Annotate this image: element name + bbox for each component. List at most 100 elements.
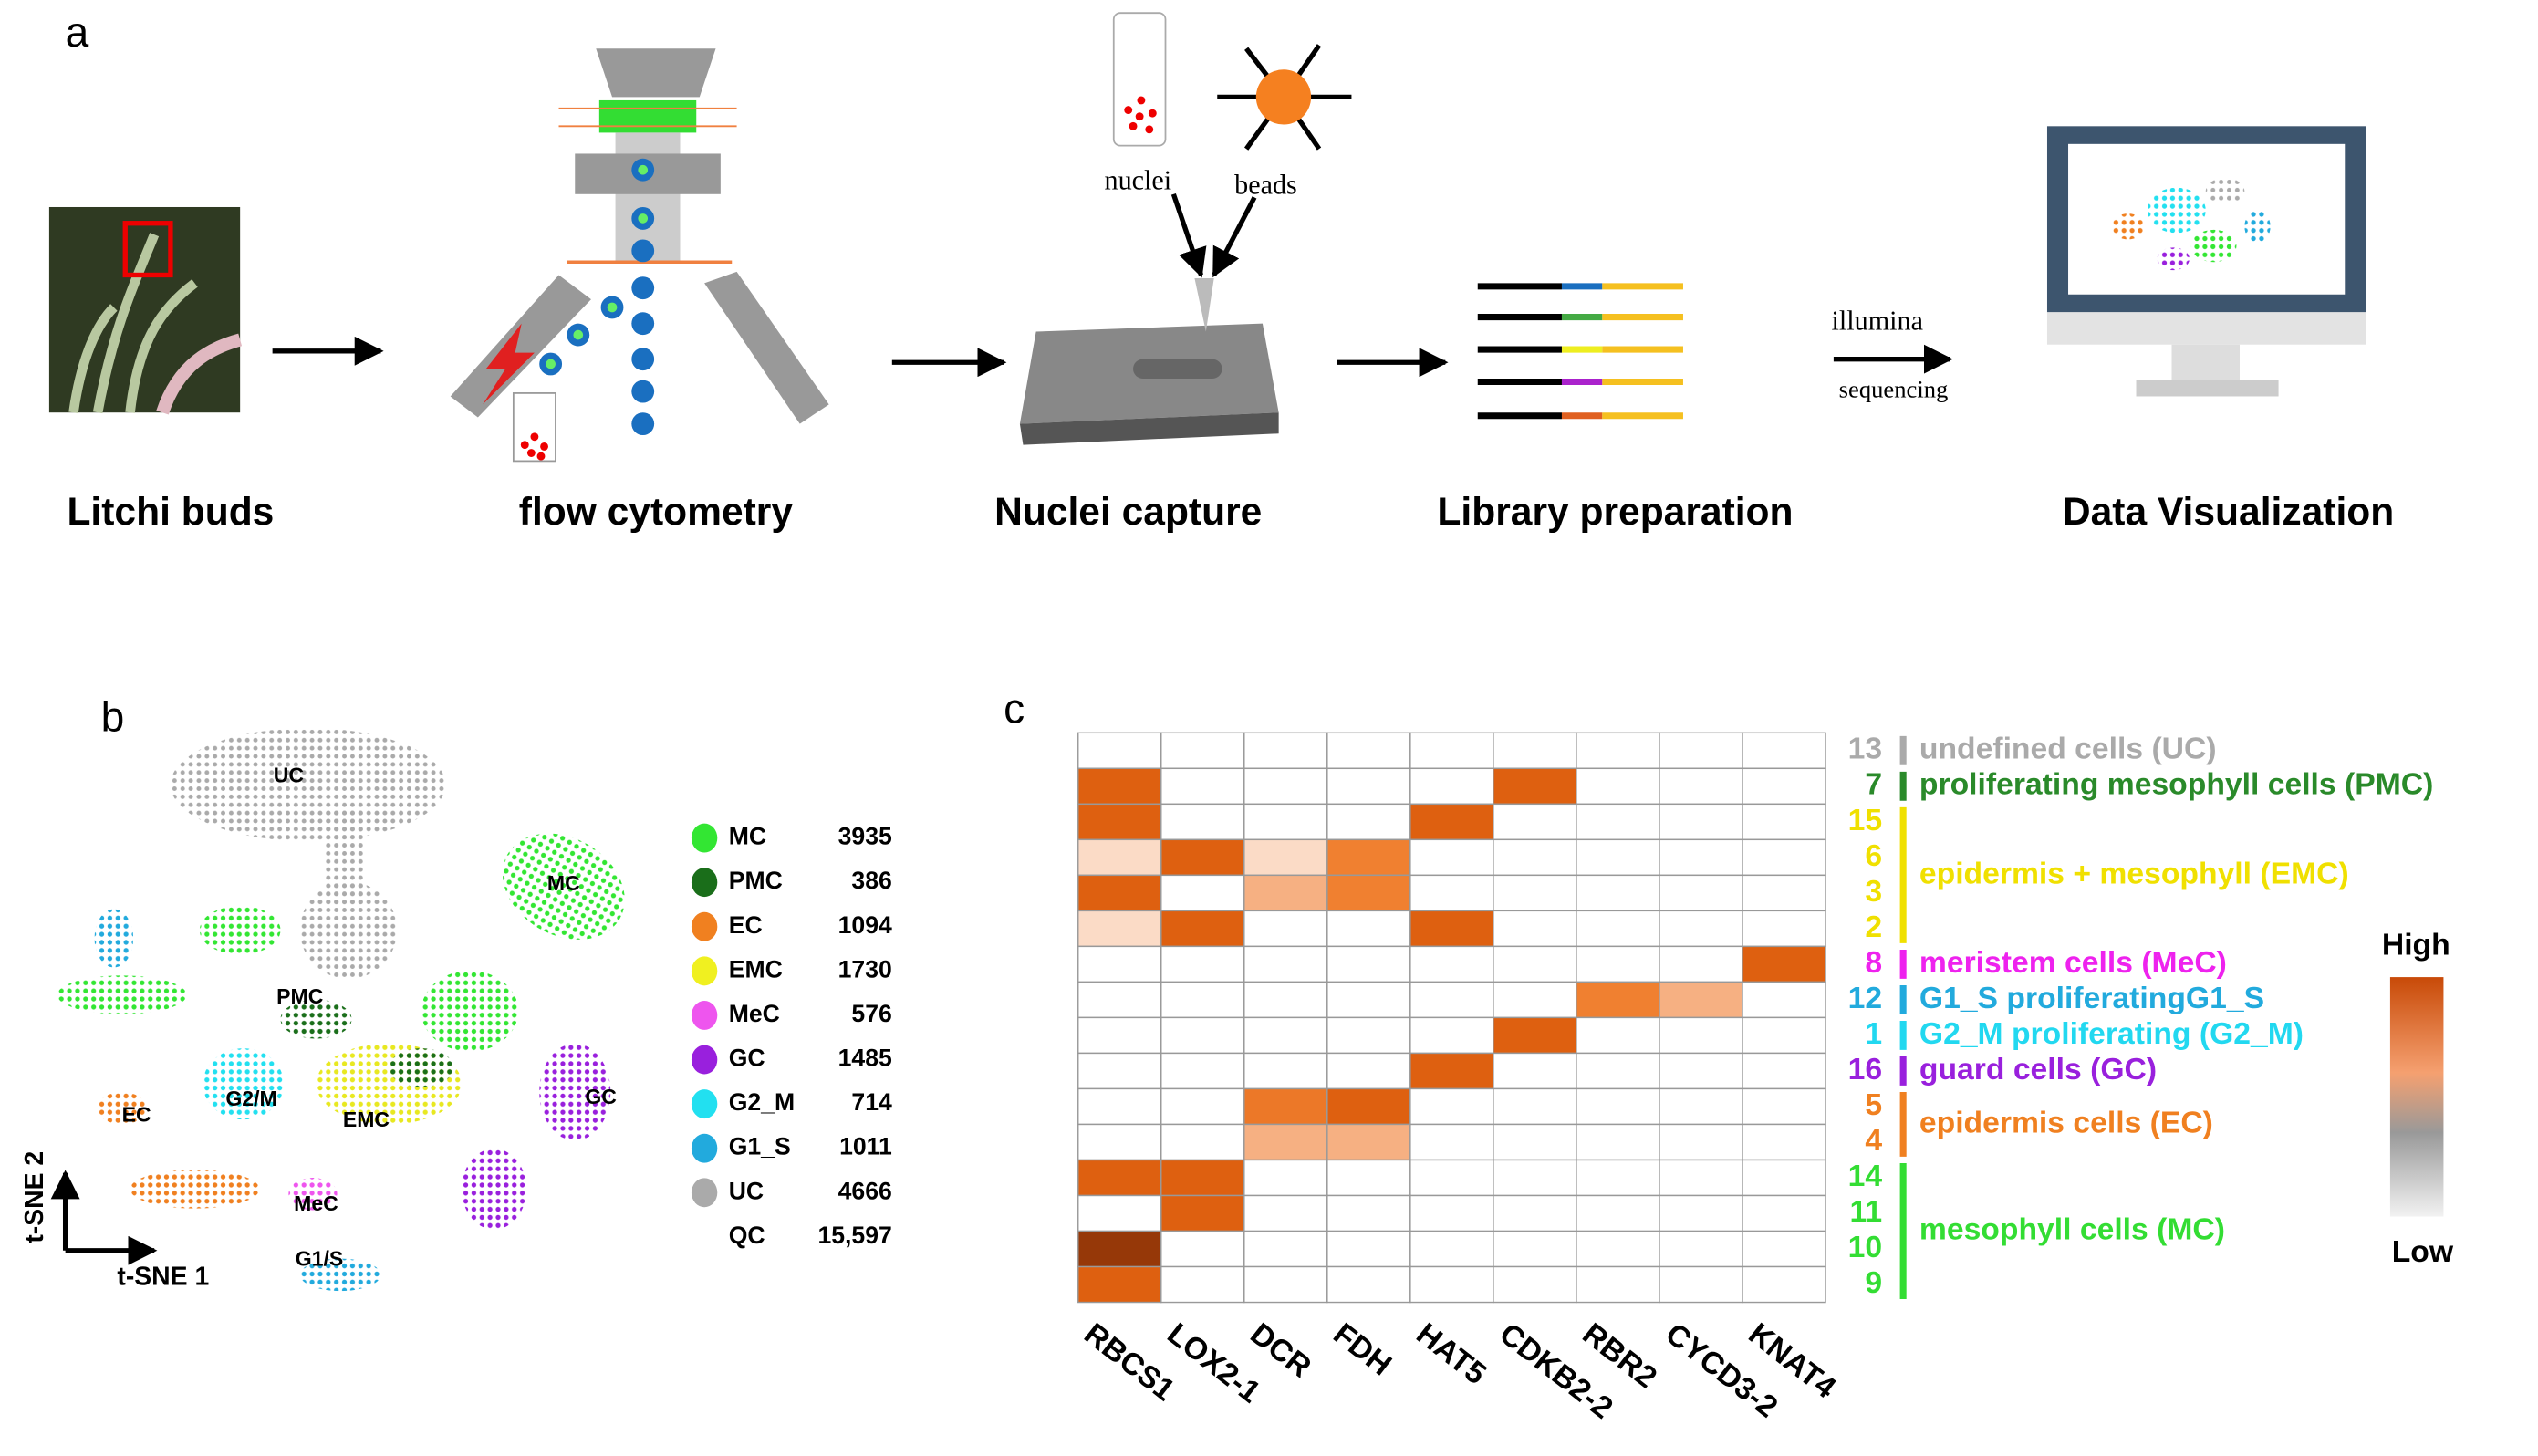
heat-cell xyxy=(1659,1087,1743,1126)
panel-label: a xyxy=(66,8,89,56)
heat-cell xyxy=(1493,945,1577,983)
heat-cell xyxy=(1160,874,1245,912)
heat-cell xyxy=(1243,1159,1328,1197)
legend-name: G2_M xyxy=(729,1088,795,1116)
heat-cell xyxy=(1077,1265,1162,1304)
heat-cell xyxy=(1077,1123,1162,1161)
heat-cell xyxy=(1409,945,1494,983)
cluster-id: 16 xyxy=(1848,1053,1882,1087)
heat-cell xyxy=(1576,1265,1660,1304)
legend-count: 386 xyxy=(851,867,891,894)
heat-cell xyxy=(1243,838,1328,877)
heat-cell xyxy=(1409,1087,1494,1126)
heat-cell xyxy=(1077,1230,1162,1268)
heat-cell xyxy=(1742,732,1826,770)
heat-cell xyxy=(1659,767,1743,806)
legend-swatch xyxy=(691,1000,718,1030)
legend-count: 714 xyxy=(851,1088,892,1116)
heat-cell xyxy=(1077,767,1162,806)
legend-name: MeC xyxy=(729,1000,780,1027)
gene-label: LOX2-1 xyxy=(1160,1317,1266,1410)
heat-cell xyxy=(1742,767,1826,806)
heat-cell xyxy=(1576,1052,1660,1090)
cluster-id: 10 xyxy=(1848,1231,1882,1264)
cluster-label: EC xyxy=(122,1103,151,1127)
heat-cell xyxy=(1742,1016,1826,1055)
legend-count: 1011 xyxy=(839,1133,892,1160)
scale-low: Low xyxy=(2392,1235,2454,1269)
heat-cell xyxy=(1243,1265,1328,1304)
heat-cell xyxy=(1243,767,1328,806)
cluster-label: UC xyxy=(274,763,305,786)
cluster-id: 6 xyxy=(1865,839,1882,873)
heat-cell xyxy=(1493,1159,1577,1197)
heat-cell xyxy=(1409,1265,1494,1304)
tsne-map xyxy=(50,728,625,1292)
heat-cell xyxy=(1243,1052,1328,1090)
heat-cell xyxy=(1160,1016,1245,1055)
heat-cell xyxy=(1742,945,1826,983)
step-label: Litchi buds xyxy=(67,490,274,534)
cluster-id: 12 xyxy=(1848,982,1882,1015)
group-label: G1_S proliferatingG1_S xyxy=(1919,982,2264,1015)
heat-cell xyxy=(1659,1194,1743,1232)
gene-label: HAT5 xyxy=(1410,1317,1493,1392)
legend-name: UC xyxy=(729,1177,764,1204)
heat-cell xyxy=(1659,1016,1743,1055)
heat-cell xyxy=(1160,981,1245,1019)
heat-cell xyxy=(1243,1087,1328,1126)
heat-cell xyxy=(1077,910,1162,948)
heat-cell xyxy=(1493,1016,1577,1055)
heat-cell xyxy=(1493,874,1577,912)
heat-cell xyxy=(1409,1159,1494,1197)
heat-cell xyxy=(1243,1230,1328,1268)
heat-cell xyxy=(1493,732,1577,770)
legend-swatch xyxy=(691,823,718,853)
heat-cell xyxy=(1742,1194,1826,1232)
heat-cell xyxy=(1576,732,1660,770)
step-label: flow cytometry xyxy=(519,490,794,534)
map-labels: UC MC PMC G2/M EC EMC GC MeC G1/S xyxy=(122,763,618,1270)
heat-cell xyxy=(1576,945,1660,983)
heat-cell xyxy=(1077,1016,1162,1055)
heat-cell xyxy=(1326,981,1411,1019)
heat-cell xyxy=(1243,1194,1328,1232)
heat-cell xyxy=(1160,1265,1245,1304)
total-name: QC xyxy=(729,1222,765,1249)
heat-cell xyxy=(1326,803,1411,841)
group-label: proliferating mesophyll cells (PMC) xyxy=(1919,768,2433,802)
heat-cell xyxy=(1742,1087,1826,1126)
heat-cell xyxy=(1409,874,1494,912)
heat-cell xyxy=(1493,1123,1577,1161)
heat-cell xyxy=(1493,838,1577,877)
heat-cell xyxy=(1326,1123,1411,1161)
legend-count: 576 xyxy=(851,1000,891,1027)
heat-cell xyxy=(1742,874,1826,912)
legend-name: EMC xyxy=(729,955,783,983)
cluster-id: 14 xyxy=(1848,1160,1883,1193)
step-label: Nuclei capture xyxy=(994,490,1262,534)
total-count: 15,597 xyxy=(817,1222,891,1249)
heat-cell xyxy=(1576,874,1660,912)
cluster-label: PMC xyxy=(276,984,324,1008)
heat-cell xyxy=(1409,803,1494,841)
cluster-id: 2 xyxy=(1865,910,1882,944)
heat-cell xyxy=(1659,1159,1743,1197)
heat-cell xyxy=(1576,1230,1660,1268)
heat-cell xyxy=(1409,767,1494,806)
legend-swatch xyxy=(691,956,718,986)
heat-cell xyxy=(1160,1087,1245,1126)
group-label: G2_M proliferating (G2_M) xyxy=(1919,1017,2304,1051)
heat-cell xyxy=(1326,1230,1411,1268)
heat-cell xyxy=(1077,1159,1162,1197)
heat-cell xyxy=(1326,732,1411,770)
sequencing-label: sequencing xyxy=(1839,375,1949,402)
heat-cell xyxy=(1576,838,1660,877)
heat-cell xyxy=(1243,1123,1328,1161)
scale-high: High xyxy=(2382,928,2450,962)
legend-count: 3935 xyxy=(838,823,892,850)
legend-count: 1094 xyxy=(838,911,892,939)
heat-cell xyxy=(1077,1052,1162,1090)
group-label: mesophyll cells (MC) xyxy=(1919,1212,2225,1246)
